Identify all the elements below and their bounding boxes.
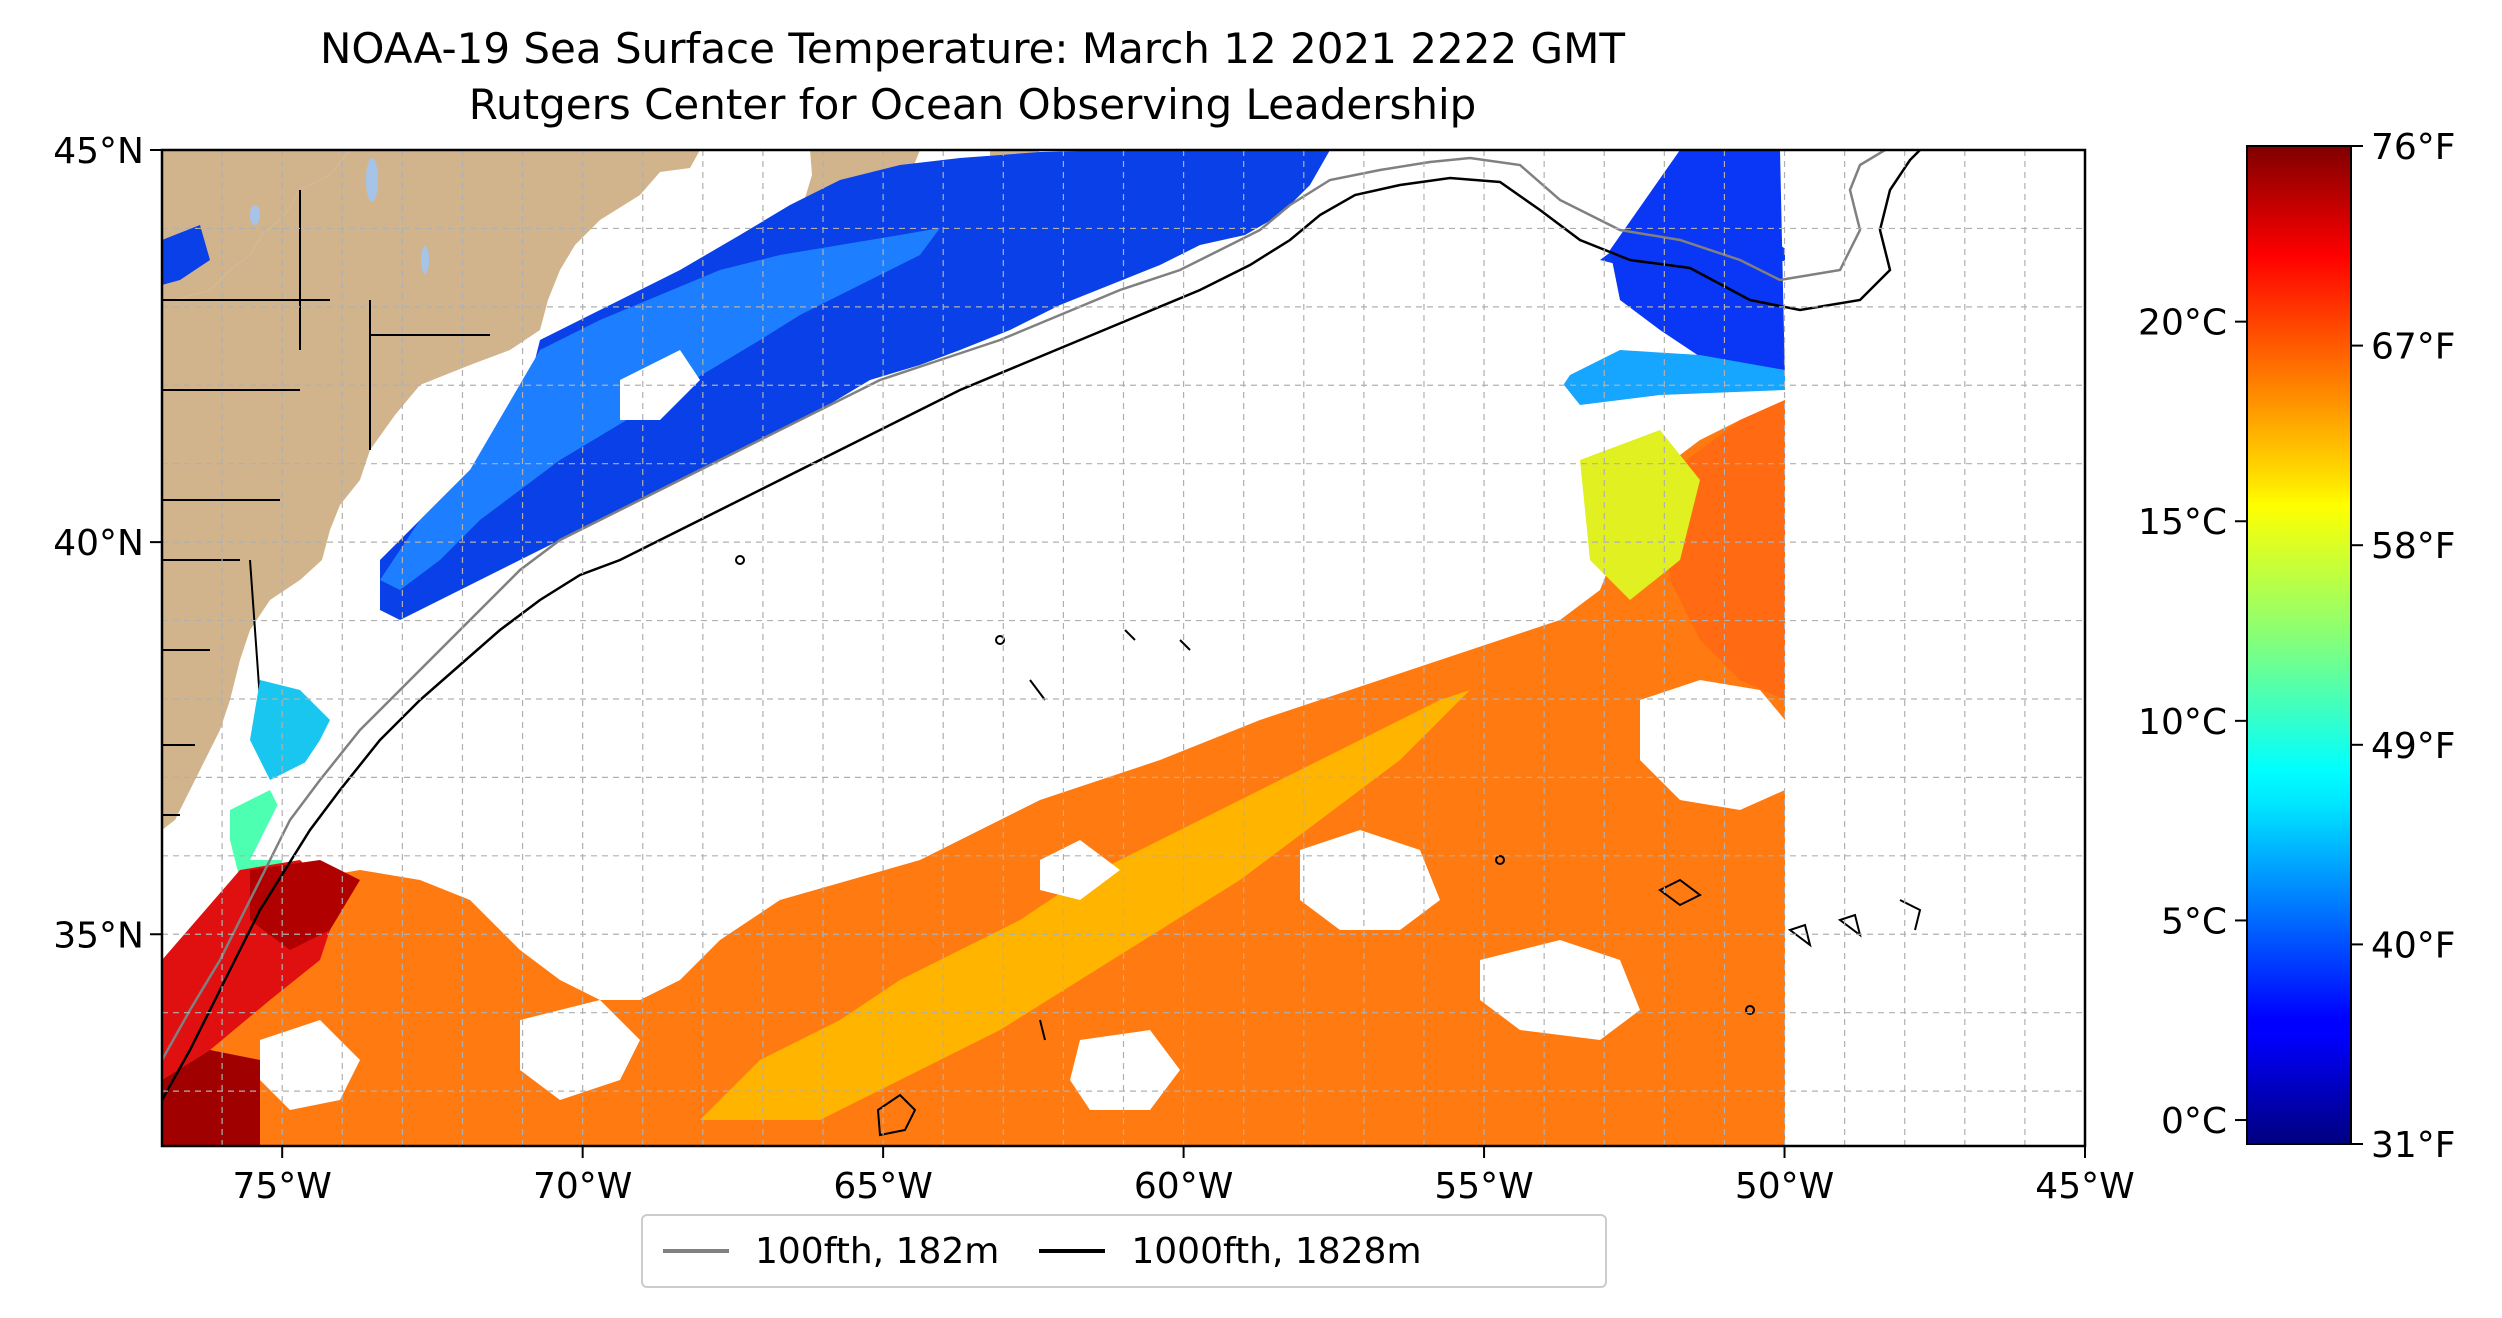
cloud-mask [250, 180, 1785, 1110]
map-legend: 100fth, 182m 1000fth, 1828m [641, 1214, 1607, 1288]
lon-tick-label: 75°W [232, 1166, 331, 1207]
colorbar-celsius-ticks: 0°C 5°C 10°C 15°C 20°C [2138, 303, 2247, 1142]
legend-item-100fth: 100fth, 182m [663, 1231, 999, 1272]
warm-gulf-stream [162, 400, 1785, 1146]
lon-tick-label: 45°W [2035, 1166, 2134, 1207]
lat-tick-label: 35°N [53, 915, 144, 956]
colorbar-fahrenheit-label: 40°F [2371, 925, 2456, 966]
colorbar-fahrenheit-label: 31°F [2371, 1125, 2456, 1166]
legend-line-grey [663, 1249, 729, 1253]
colorbar-celsius-label: 10°C [2138, 702, 2227, 743]
colorbar-fahrenheit-label: 58°F [2371, 526, 2456, 567]
lon-tick-label: 65°W [833, 1166, 932, 1207]
map-title: NOAA-19 Sea Surface Temperature: March 1… [320, 24, 1625, 73]
land-us-northeast [162, 150, 350, 300]
colorbar-celsius-label: 0°C [2161, 1101, 2227, 1142]
colorbar-celsius-label: 5°C [2161, 901, 2227, 942]
no-data-east-of-50w [1785, 150, 2085, 1146]
lon-tick-label: 70°W [533, 1166, 632, 1207]
lat-tick-label: 40°N [53, 523, 144, 564]
colorbar-fahrenheit-label: 76°F [2371, 127, 2456, 168]
legend-label-100fth: 100fth, 182m [755, 1230, 1000, 1272]
sst-field [162, 150, 2085, 1146]
lon-tick-label: 50°W [1735, 1166, 1834, 1207]
lon-tick-label: 60°W [1134, 1166, 1233, 1207]
isobath-100fth [162, 150, 1886, 1061]
gridlines [161, 149, 2086, 1146]
legend-line-black [1039, 1249, 1106, 1253]
lon-tick-label: 55°W [1434, 1166, 1533, 1207]
lat-tick-label: 45°N [53, 131, 144, 172]
colorbar-celsius-label: 15°C [2138, 502, 2227, 543]
colorbar-fahrenheit-label: 49°F [2371, 726, 2456, 767]
colorbar-fahrenheit-label: 67°F [2371, 327, 2456, 368]
colorbar-gradient [2246, 145, 2352, 1145]
legend-label-1000fth: 1000fth, 1828m [1131, 1230, 1422, 1272]
legend-item-1000fth: 1000fth, 1828m [1039, 1230, 1422, 1272]
longitude-axis: 75°W 70°W 65°W 60°W 55°W 50°W 45°W [232, 1146, 2135, 1207]
land-maine-maritimes [162, 150, 700, 830]
map-subtitle: Rutgers Center for Ocean Observing Leade… [468, 80, 1477, 129]
colorbar-fahrenheit-ticks: 31°F 40°F 49°F 58°F 67°F 76°F [2351, 127, 2456, 1166]
seamounts [735, 555, 1922, 1137]
map-frame [160, 148, 2087, 1148]
latitude-axis: 45°N 40°N 35°N [53, 131, 162, 956]
colorbar-celsius-label: 20°C [2138, 303, 2227, 344]
isobath-1000fth [162, 150, 1921, 1101]
lakes [250, 158, 429, 274]
